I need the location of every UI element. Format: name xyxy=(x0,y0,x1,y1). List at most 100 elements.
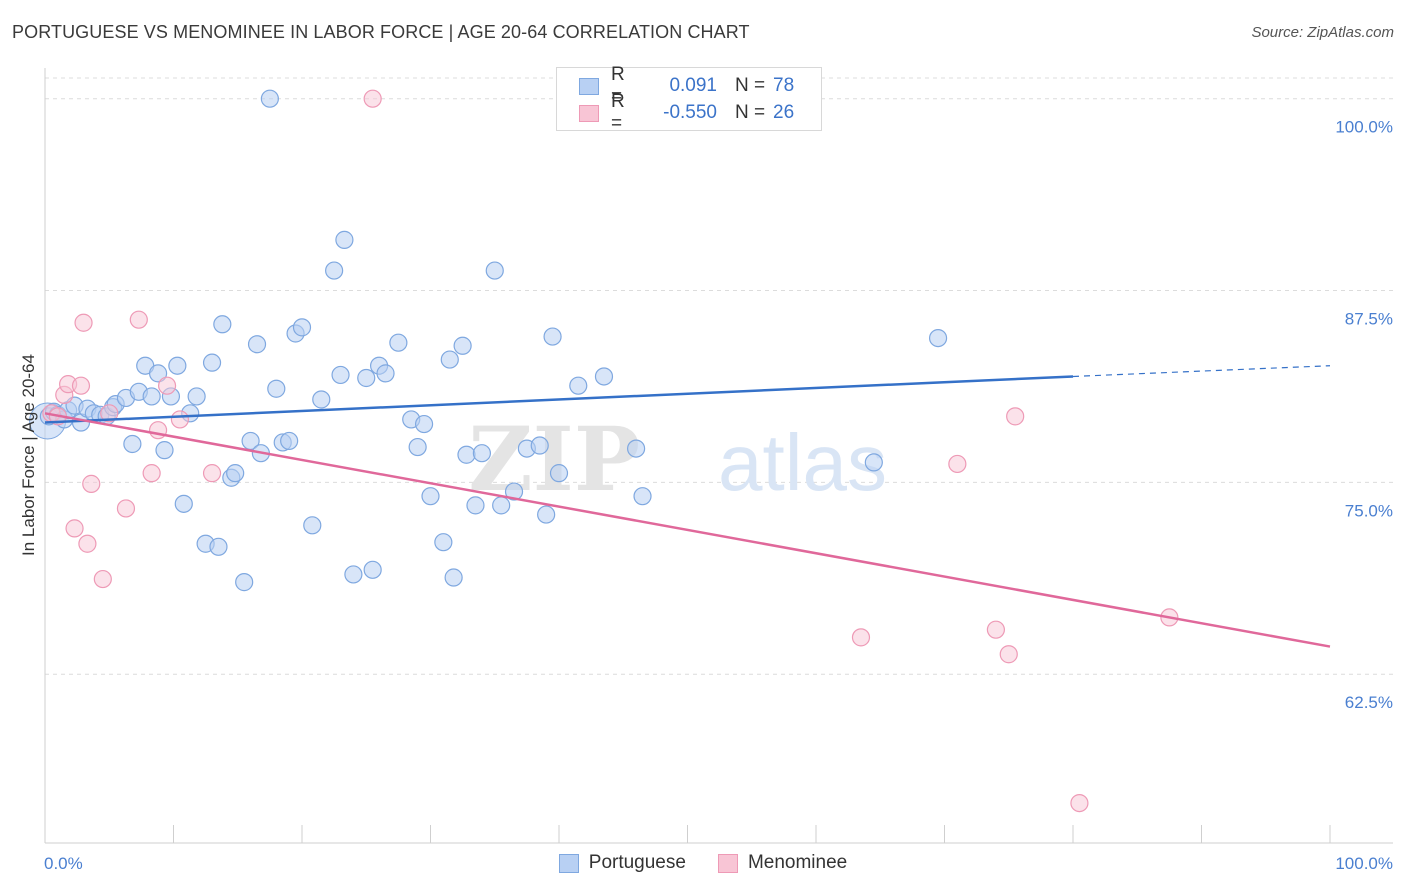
portuguese-point xyxy=(325,261,344,280)
portuguese-point xyxy=(549,464,569,483)
menominee-point xyxy=(157,376,177,395)
portuguese-swatch xyxy=(579,77,599,95)
watermark-zip: ZIP xyxy=(468,407,640,511)
x-tick-label: 0.0% xyxy=(44,854,83,873)
portuguese-point xyxy=(123,434,142,454)
y-tick-label: 87.5% xyxy=(1345,310,1393,329)
portuguese-point xyxy=(168,356,187,375)
legend-label: Portuguese xyxy=(588,852,686,873)
portuguese-point xyxy=(434,533,453,552)
menominee-point xyxy=(948,454,967,474)
portuguese-point xyxy=(485,261,504,280)
legend-item-portuguese: Portuguese xyxy=(558,852,686,874)
menominee-point xyxy=(116,499,136,518)
portuguese-point xyxy=(492,496,511,515)
source-label: Source: ZipAtlas.com xyxy=(1251,24,1394,41)
n-value: 78 xyxy=(773,75,795,96)
menominee-point xyxy=(71,376,91,395)
portuguese-point xyxy=(209,537,228,556)
menominee-point xyxy=(129,310,148,329)
n-value: 26 xyxy=(773,102,795,123)
axis-labels: 62.5% 75.0% 87.5% 100.0% 0.0% 100.0% In Labor … xyxy=(19,118,1393,873)
portuguese-point xyxy=(331,365,350,385)
menominee-point xyxy=(78,534,97,553)
y-tick-label: 100.0% xyxy=(1335,118,1393,137)
portuguese-point xyxy=(537,505,556,524)
portuguese-point xyxy=(202,353,222,372)
menominee-point xyxy=(170,410,190,429)
portuguese-point xyxy=(226,464,245,483)
axes xyxy=(44,68,1393,844)
menominee-point xyxy=(65,519,84,538)
y-tick-label: 62.5% xyxy=(1345,693,1393,712)
portuguese-point xyxy=(414,414,434,434)
portuguese-point xyxy=(312,390,331,409)
portuguese-point xyxy=(569,376,588,395)
portuguese-point xyxy=(626,439,646,458)
portuguese-point xyxy=(363,560,382,579)
legend-row-portuguese: R = 0.091 N = 78 xyxy=(579,64,795,107)
portuguese-point xyxy=(472,444,491,463)
portuguese-point xyxy=(466,496,485,515)
portuguese-point xyxy=(543,327,562,346)
series-legend: Portuguese Menominee xyxy=(0,852,1406,874)
y-tick-label: 75.0% xyxy=(1345,501,1393,520)
portuguese-point xyxy=(142,387,161,406)
portuguese-point xyxy=(440,350,459,369)
portuguese-point xyxy=(155,441,174,460)
portuguese-point xyxy=(235,573,254,592)
menominee-point xyxy=(999,645,1018,664)
menominee-point xyxy=(1006,407,1025,426)
portuguese-point xyxy=(864,453,883,472)
menominee-point xyxy=(93,569,112,589)
menominee-trend-line xyxy=(44,412,1331,648)
portuguese-point xyxy=(408,437,427,457)
portuguese-point xyxy=(174,494,193,513)
trend-lines xyxy=(44,365,1331,648)
menominee-point xyxy=(202,464,222,483)
x-tick-label: 100.0% xyxy=(1335,854,1393,873)
portuguese-point xyxy=(633,487,652,506)
menominee-swatch xyxy=(579,104,599,122)
portuguese-point xyxy=(335,230,354,249)
r-value: 0.091 xyxy=(669,75,717,96)
menominee-points xyxy=(42,89,1179,813)
portuguese-trend-extension xyxy=(1072,365,1331,378)
portuguese-point xyxy=(247,335,267,354)
n-label: N = xyxy=(735,75,766,96)
legend-item-menominee: Menominee xyxy=(717,852,848,874)
portuguese-trend-line xyxy=(44,375,1074,424)
portuguese-point xyxy=(453,336,472,355)
correlation-legend: R = 0.091 N = 78 R = -0.550 N = 26 xyxy=(556,64,822,134)
portuguese-point xyxy=(213,315,232,334)
legend-row-menominee: R = -0.550 N = 26 xyxy=(579,91,795,134)
menominee-point xyxy=(1070,793,1089,813)
portuguese-point xyxy=(530,436,549,455)
r-label: R = xyxy=(611,91,625,134)
watermark: ZIP atlas xyxy=(468,407,887,511)
portuguese-point xyxy=(421,487,440,506)
menominee-point xyxy=(82,474,101,493)
portuguese-point xyxy=(928,328,948,348)
menominee-point xyxy=(100,404,119,423)
portuguese-point xyxy=(376,364,395,383)
portuguese-point xyxy=(357,368,376,388)
portuguese-point xyxy=(303,516,322,535)
portuguese-point xyxy=(594,367,614,386)
watermark-atlas: atlas xyxy=(718,418,887,507)
chart-title: PORTUGUESE VS MENOMINEE IN LABOR FORCE |… xyxy=(12,22,750,42)
portuguese-point xyxy=(344,565,363,584)
portuguese-point xyxy=(457,445,476,464)
portuguese-point xyxy=(267,379,286,398)
portuguese-point xyxy=(292,318,312,337)
menominee-swatch xyxy=(717,853,738,873)
menominee-point xyxy=(142,464,161,483)
portuguese-point xyxy=(444,568,463,587)
portuguese-point xyxy=(389,333,408,352)
legend-label: Menominee xyxy=(747,852,848,873)
menominee-point xyxy=(74,313,93,332)
r-label: R = xyxy=(611,64,625,107)
portuguese-point xyxy=(280,431,299,451)
portuguese-point xyxy=(260,89,279,108)
